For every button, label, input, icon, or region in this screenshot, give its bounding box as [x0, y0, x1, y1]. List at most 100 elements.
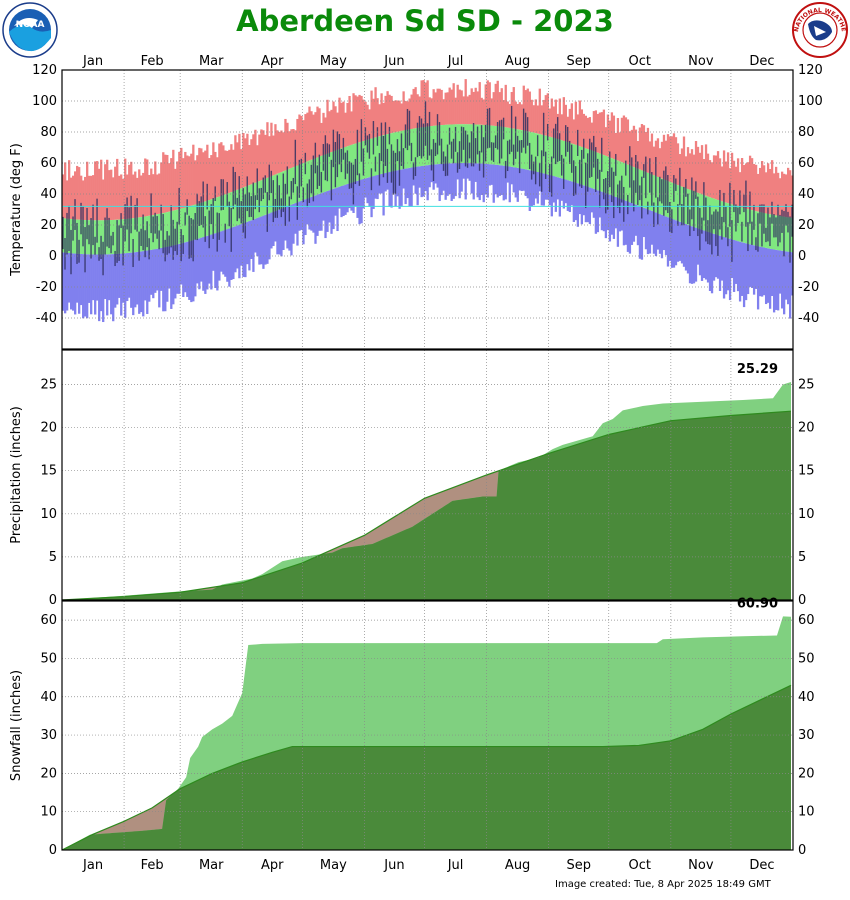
record-low-bar: [360, 179, 363, 224]
observed-temp-bar: [92, 204, 94, 246]
record-low-bar: [616, 197, 620, 247]
record-low-bar: [470, 163, 473, 194]
record-high-bar: [582, 113, 586, 148]
normal-range-bar: [652, 175, 656, 212]
observed-temp-bar: [166, 231, 168, 255]
record-high-bar: [496, 80, 499, 127]
observed-temp-bar: [132, 238, 134, 268]
record-high-bar: [488, 82, 491, 126]
record-low-bar: [630, 203, 634, 245]
record-low-bar: [756, 246, 760, 310]
record-high-bar: [308, 106, 311, 161]
record-low-bar: [588, 187, 592, 225]
y-tick-label: 20: [40, 766, 57, 781]
record-high-bar: [670, 136, 674, 183]
observed-temp-bar: [360, 119, 363, 162]
observed-temp-bar: [759, 204, 761, 224]
record-high-bar: [400, 103, 403, 131]
observed-temp-bar: [244, 194, 246, 239]
record-low-bar: [114, 253, 117, 308]
record-low-bar: [252, 219, 255, 272]
record-high-bar: [88, 175, 91, 221]
record-high-bar: [252, 134, 255, 184]
record-low-bar: [222, 230, 225, 275]
observed-temp-bar: [725, 206, 727, 238]
record-high-bar: [376, 98, 379, 137]
record-low-bar: [466, 163, 469, 179]
observed-temp-bar: [673, 175, 675, 202]
observed-temp-bar: [579, 159, 581, 187]
record-high-bar: [210, 155, 213, 200]
record-high-bar: [124, 158, 127, 220]
record-high-bar: [326, 99, 329, 154]
observed-temp-bar: [338, 134, 341, 165]
record-low-bar: [530, 170, 533, 207]
record-low-bar: [420, 165, 423, 198]
record-high-bar: [518, 102, 521, 130]
record-low-bar: [634, 204, 638, 236]
observed-temp-bar: [412, 162, 415, 180]
observed-temp-bar: [134, 204, 136, 230]
record-low-bar: [702, 230, 706, 279]
record-low-bar: [436, 164, 439, 188]
record-high-bar: [640, 124, 644, 171]
record-high-bar: [724, 161, 728, 203]
observed-temp-bar: [667, 174, 669, 214]
observed-temp-bar: [703, 182, 705, 221]
observed-temp-bar: [641, 176, 643, 219]
record-high-bar: [126, 174, 129, 219]
normal-line: [61, 684, 792, 851]
y-tick-label-right: 20: [798, 766, 815, 781]
normal-range-bar: [370, 138, 373, 177]
record-low-bar: [732, 239, 736, 292]
record-low-bar: [748, 244, 752, 287]
observed-temp-bar: [651, 172, 653, 206]
normal-range-bar: [726, 203, 730, 239]
normal-range-bar: [120, 219, 123, 254]
record-high-bar: [302, 120, 305, 164]
record-high-bar: [538, 88, 541, 135]
normal-range-bar: [656, 177, 660, 214]
record-high-bar: [420, 80, 423, 128]
record-high-bar: [418, 96, 421, 128]
month-label-top: Jun: [383, 54, 404, 69]
record-low-bar: [64, 252, 67, 314]
y-axis-label: Temperature (deg F): [9, 143, 24, 277]
record-low-bar: [374, 175, 377, 199]
observed-temp-bar: [671, 209, 673, 234]
observed-temp-bar: [637, 161, 639, 205]
record-high-bar: [352, 93, 355, 145]
y-tick-label: 40: [40, 187, 57, 202]
record-low-bar: [658, 214, 662, 254]
record-low-bar: [152, 249, 155, 299]
record-high-bar: [466, 96, 469, 125]
normal-range-bar: [174, 210, 177, 245]
record-low-bar: [104, 254, 107, 300]
observed-temp-bar: [334, 142, 337, 188]
record-low-bar: [600, 191, 604, 231]
observed-temp-bar: [204, 216, 206, 242]
observed-temp-bar: [669, 201, 671, 232]
record-high-bar: [306, 112, 309, 162]
observed-temp-bar: [376, 127, 379, 146]
record-high-bar: [198, 147, 201, 204]
observed-temp-bar: [190, 218, 192, 258]
record-low-bar: [120, 253, 123, 316]
record-low-bar: [572, 182, 576, 222]
observed-temp-bar: [206, 183, 208, 210]
record-high-bar: [94, 161, 97, 221]
record-high-bar: [394, 100, 397, 133]
month-label-top: Oct: [629, 54, 651, 69]
record-high-bar: [158, 173, 161, 214]
y-tick-label-right: 100: [798, 94, 823, 109]
observed-temp-bar: [589, 138, 591, 178]
normal-range-bar: [274, 174, 277, 211]
observed-temp-bar: [328, 144, 331, 157]
record-low-bar: [332, 188, 335, 230]
normal-range-bar: [234, 190, 237, 227]
observed-temp-bar: [292, 177, 295, 193]
observed-temp-bar: [643, 164, 645, 178]
record-low-bar: [660, 214, 664, 259]
normal-range-bar: [478, 124, 481, 164]
observed-temp-bar: [665, 166, 667, 211]
